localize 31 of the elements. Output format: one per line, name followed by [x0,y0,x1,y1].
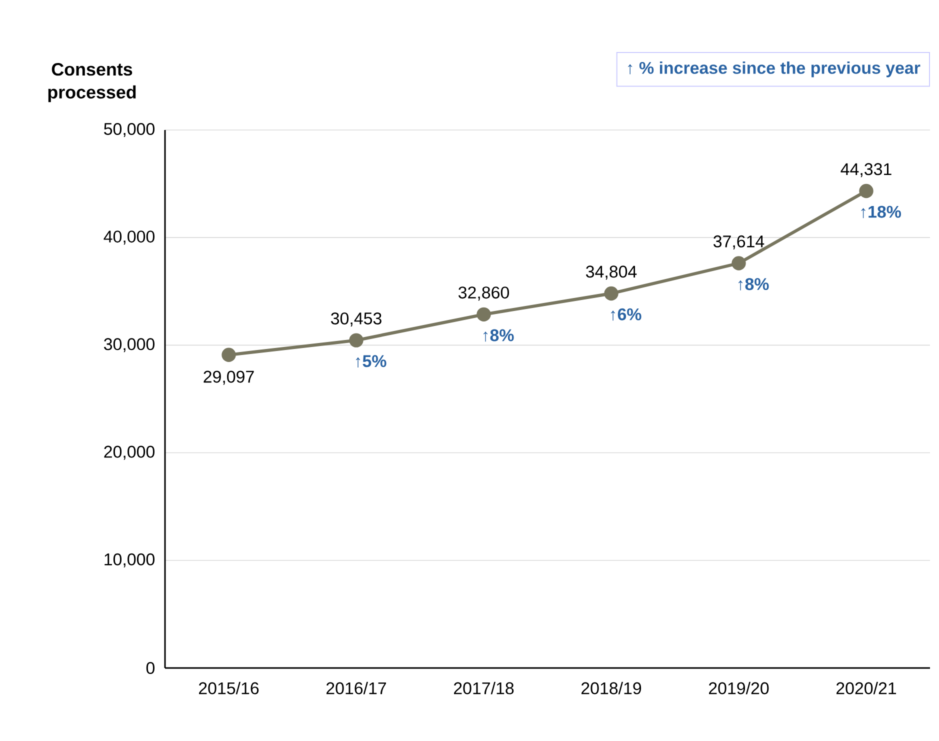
x-tick-label: 2018/19 [582,682,642,694]
data-label: 37,614 [713,235,764,250]
annotation: ↑8% [484,329,514,342]
point [732,256,746,270]
x-tick-label: 2015/16 [199,682,259,694]
point [222,348,236,362]
y-tick-label: 10,000 [104,553,154,568]
x-tick-label: 2020/21 [836,682,896,694]
data-label: 44,331 [840,163,892,178]
y-axis-title: Consents processed [48,62,136,102]
point [604,286,618,301]
point [476,307,491,322]
y-tick-label: 0 [146,662,155,674]
annotation: ↑6% [611,308,642,321]
y-tick-label: 50,000 [104,122,154,137]
x-tick-label: 2017/18 [454,682,514,694]
annotation: ↑8% [738,278,769,290]
y-tick-label: 30,000 [104,338,154,352]
point [349,333,364,348]
x-tick-label: 2019/20 [709,682,769,694]
annotation: ↑5% [356,355,386,368]
data-label: 32,860 [458,286,509,301]
text: ↑ % increase since the previous year [628,61,920,78]
data-label: 30,453 [330,312,382,326]
y-tick-label: 20,000 [104,446,154,460]
point [859,184,874,198]
annotation: ↑18% [861,206,901,218]
data-label: 29,097 [204,370,254,385]
y-tick-label: 40,000 [104,230,154,245]
x-tick-label: 2016/17 [326,682,386,694]
data-label: 34,804 [586,266,637,280]
